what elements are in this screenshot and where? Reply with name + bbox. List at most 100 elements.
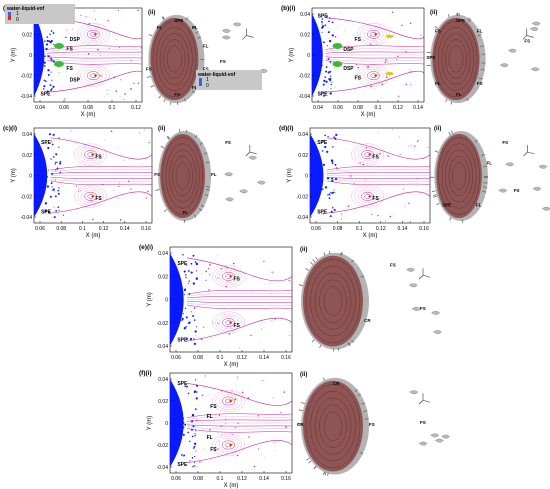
x-axis-label: X (m) (363, 233, 378, 239)
liquid-spray (333, 136, 335, 138)
surface-ripple (445, 39, 467, 79)
droplet-point (401, 24, 403, 27)
droplet-point (53, 190, 56, 193)
droplet-point (365, 146, 368, 149)
droplet-point (79, 190, 81, 192)
ligament (433, 195, 438, 198)
droplet-body (303, 380, 363, 472)
x-axis-label: X (m) (86, 233, 101, 239)
flow-annotation: SPE (41, 210, 52, 216)
liquid-spray (327, 71, 330, 74)
detached-fragment (225, 197, 234, 202)
flow-annotation: FS (210, 404, 217, 410)
liquid-spray (320, 64, 323, 67)
vortex-core (374, 74, 377, 77)
droplet-point (217, 254, 219, 256)
flow-annotation: SPE (41, 140, 52, 146)
liquid-spray (195, 430, 197, 432)
legend-title: water-liquid-vof (6, 6, 45, 12)
droplet-point (367, 65, 369, 68)
axis-triad-icon (522, 28, 534, 40)
liquid-spray (52, 156, 55, 158)
liquid-spray (333, 208, 336, 211)
y-tick-label: 0.02 (158, 399, 168, 405)
droplet-point (113, 76, 116, 79)
flow-annotation: FS (372, 154, 379, 160)
droplet-point (228, 333, 231, 335)
liquid-spray (325, 80, 328, 83)
droplet-point (190, 305, 192, 307)
view-annotation: FL (203, 43, 209, 48)
ligament (341, 252, 343, 256)
liquid-spray (190, 311, 192, 313)
ligament (204, 194, 209, 197)
liquid-spray (184, 423, 187, 426)
liquid-spray (48, 40, 51, 43)
detached-fragment (538, 164, 548, 169)
liquid-spray (325, 66, 328, 69)
ligament (361, 402, 366, 405)
streak-line (326, 177, 430, 179)
y-tick-label: 0 (29, 53, 32, 59)
view-3d: CR FS FS CR (297, 377, 450, 477)
x-tick-label: 0.14 (398, 226, 408, 232)
droplet-point (263, 260, 265, 262)
view-3d: FS CR FS (298, 250, 442, 352)
droplet-point (204, 375, 206, 377)
flow-annotation: SPE (177, 381, 188, 387)
vortex-ring (80, 189, 101, 204)
liquid-spray (50, 89, 53, 91)
droplet-point (386, 60, 389, 62)
vortex-core (370, 194, 373, 197)
droplet-point (75, 185, 77, 187)
liquid-spray (187, 270, 190, 272)
droplet-point (371, 213, 373, 215)
ligament (340, 252, 342, 256)
droplet-point (225, 418, 227, 420)
liquid-spray (193, 461, 196, 463)
droplet-point (212, 321, 214, 323)
x-tick-label: 0.06 (171, 476, 181, 482)
liquid-spray (193, 465, 195, 467)
droplet-point (385, 220, 386, 222)
liquid-spray (329, 79, 332, 82)
streak-line (187, 289, 292, 295)
droplet-point (133, 82, 135, 84)
x-tick-label: 0.12 (131, 105, 141, 111)
ligament (183, 98, 187, 102)
liquid-spray (192, 254, 195, 257)
droplet-point (253, 465, 256, 468)
droplet-point (228, 347, 230, 349)
vortex-ring (218, 438, 239, 452)
plot-2d: 0.040.060.080.10.120.040.020-0.02-0.04X … (11, 7, 143, 118)
droplet-point (353, 182, 355, 184)
y-tick-label: 0 (29, 174, 32, 180)
liquid-spray (196, 277, 198, 279)
detached-fragment (505, 162, 515, 167)
shear-layer (50, 137, 152, 160)
liquid-spray (334, 177, 338, 181)
ligament (155, 189, 160, 191)
droplet-point (363, 40, 365, 42)
detached-fragment (433, 330, 442, 335)
liquid-spray (194, 379, 197, 381)
detached-fragment (441, 434, 450, 439)
legend-min: 0 (16, 17, 19, 23)
droplet-point (220, 425, 223, 427)
ligament (447, 14, 450, 18)
flow-field (34, 129, 152, 221)
liquid-spray (191, 435, 194, 438)
green-region (332, 61, 343, 67)
vortex-core (374, 33, 377, 36)
surface-ripple (323, 411, 343, 441)
liquid-spray (183, 327, 186, 330)
surface-ripple (448, 156, 470, 196)
droplet-point (95, 153, 97, 155)
surface-ripple (165, 143, 200, 209)
view-annotation: FL (157, 25, 163, 30)
ligament (432, 194, 437, 197)
droplet-body (436, 134, 482, 218)
vortex-ring (212, 265, 246, 288)
liquid-spray (45, 80, 47, 82)
flow-annotation: DSP (343, 47, 354, 53)
